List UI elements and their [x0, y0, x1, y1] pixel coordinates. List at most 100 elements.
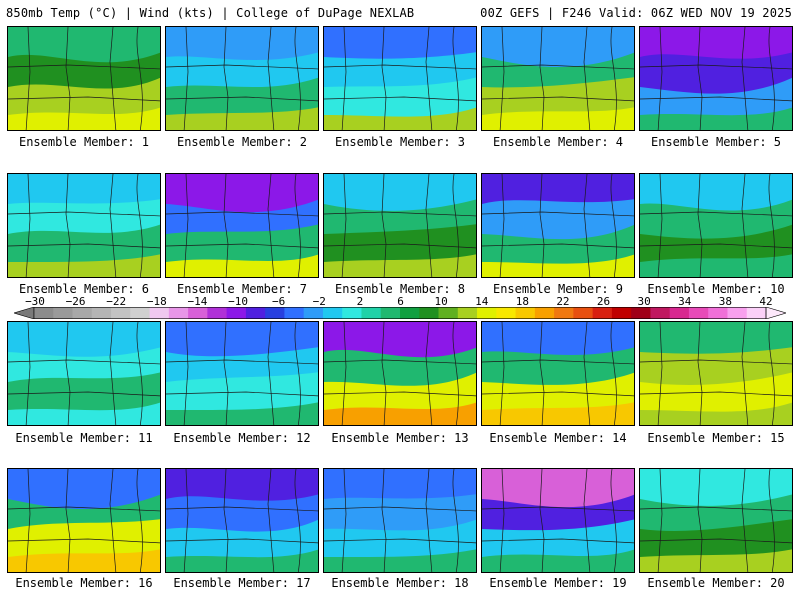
state-boundary	[183, 469, 189, 572]
state-boundary	[267, 322, 275, 425]
colorbar-tick-label: 14	[475, 295, 489, 308]
colorbar-swatch	[168, 307, 189, 319]
state-boundary	[223, 174, 229, 277]
ensemble-member-map	[165, 173, 319, 278]
state-boundary	[640, 243, 792, 249]
colorbar-swatch	[188, 307, 208, 319]
temperature-field	[640, 469, 792, 572]
ensemble-member-label: Ensemble Member: 5	[650, 135, 782, 149]
state-boundary	[697, 322, 703, 425]
ensemble-member-map	[323, 26, 477, 131]
field-band	[8, 254, 160, 277]
temperature-field	[8, 469, 160, 572]
state-boundary	[381, 469, 387, 572]
field-band	[640, 107, 792, 130]
colorbar-swatch	[746, 307, 767, 319]
state-boundary	[294, 27, 301, 130]
state-boundary	[109, 469, 117, 572]
field-band	[324, 549, 476, 572]
field-band	[640, 549, 792, 572]
field-band	[166, 107, 318, 130]
state-boundary	[324, 359, 476, 365]
state-boundary	[499, 27, 505, 130]
ensemble-member-label: Ensemble Member: 15	[647, 431, 785, 445]
colorbar-tick-label: 6	[397, 295, 404, 308]
state-boundary	[25, 27, 31, 130]
colorbar-tick-label: −14	[187, 295, 208, 308]
ensemble-member-map	[165, 468, 319, 573]
colorbar-swatch	[515, 307, 536, 319]
state-boundary	[166, 96, 318, 102]
colorbar-swatch	[361, 307, 382, 319]
state-boundary	[768, 27, 775, 130]
colorbar-swatch	[611, 307, 632, 319]
ensemble-member-label: Ensemble Member: 12	[173, 431, 311, 445]
state-boundary	[8, 506, 160, 512]
colorbar-tick-label: 42	[759, 295, 773, 308]
ensemble-member-map	[323, 468, 477, 573]
state-boundary	[294, 469, 301, 572]
colorbar-swatch	[284, 307, 305, 319]
state-boundary	[482, 506, 634, 512]
colorbar-tick-label: 34	[678, 295, 692, 308]
colorbar-tick-label: −10	[228, 295, 248, 308]
state-boundary	[583, 469, 591, 572]
state-boundary	[65, 174, 71, 277]
state-boundary	[539, 27, 545, 130]
state-boundary	[166, 538, 318, 544]
temperature-field	[166, 174, 318, 277]
state-boundary	[768, 174, 775, 277]
colorbar-swatch	[34, 307, 54, 319]
temperature-field	[640, 322, 792, 425]
state-boundary	[8, 391, 160, 397]
field-band	[324, 107, 476, 130]
run-valid-time: 00Z GEFS | F246 Valid: 06Z WED NOV 19 20…	[480, 6, 792, 20]
temperature-colorbar	[14, 307, 786, 319]
ensemble-member-label: Ensemble Member: 20	[647, 576, 785, 590]
state-boundary	[741, 174, 749, 277]
field-band	[8, 107, 160, 130]
state-boundary	[25, 174, 31, 277]
state-boundary	[324, 391, 476, 397]
colorbar-swatch	[111, 307, 131, 319]
state-boundary	[482, 96, 634, 102]
colorbar-tick-label: −26	[65, 295, 86, 308]
state-boundary	[425, 27, 433, 130]
ensemble-member-label: Ensemble Member: 4	[492, 135, 624, 149]
state-boundary	[166, 359, 318, 365]
colorbar-swatch	[573, 307, 594, 319]
state-boundary	[499, 322, 505, 425]
state-boundary	[136, 469, 143, 572]
ensemble-member-map	[165, 321, 319, 426]
state-boundary	[499, 469, 505, 572]
field-band	[482, 402, 634, 425]
state-boundary	[267, 469, 275, 572]
ensemble-member-map	[323, 173, 477, 278]
ensemble-member-label: Ensemble Member: 19	[489, 576, 627, 590]
ensemble-member-label: Ensemble Member: 17	[173, 576, 311, 590]
ensemble-member-label: Ensemble Member: 16	[15, 576, 153, 590]
temperature-field	[324, 322, 476, 425]
ensemble-member-map	[323, 321, 477, 426]
state-boundary	[768, 322, 775, 425]
colorbar-swatch	[419, 307, 439, 319]
ensemble-member-label: Ensemble Member: 7	[176, 282, 308, 296]
colorbar-swatch	[400, 307, 420, 319]
state-boundary	[741, 27, 749, 130]
state-boundary	[640, 211, 792, 217]
state-boundary	[425, 174, 433, 277]
ensemble-member-label: Ensemble Member: 3	[334, 135, 466, 149]
field-band	[482, 549, 634, 572]
colorbar-tick-label: 2	[356, 295, 364, 308]
state-boundary	[657, 322, 663, 425]
colorbar-swatch	[130, 307, 150, 319]
state-boundary	[499, 174, 505, 277]
colorbar-swatch	[53, 307, 73, 319]
state-boundary	[341, 27, 347, 130]
colorbar-swatch	[496, 307, 516, 319]
ensemble-member-map	[7, 468, 161, 573]
state-boundary	[25, 469, 31, 572]
state-boundary	[166, 211, 318, 217]
field-band	[166, 549, 318, 572]
ensemble-member-map	[165, 26, 319, 131]
